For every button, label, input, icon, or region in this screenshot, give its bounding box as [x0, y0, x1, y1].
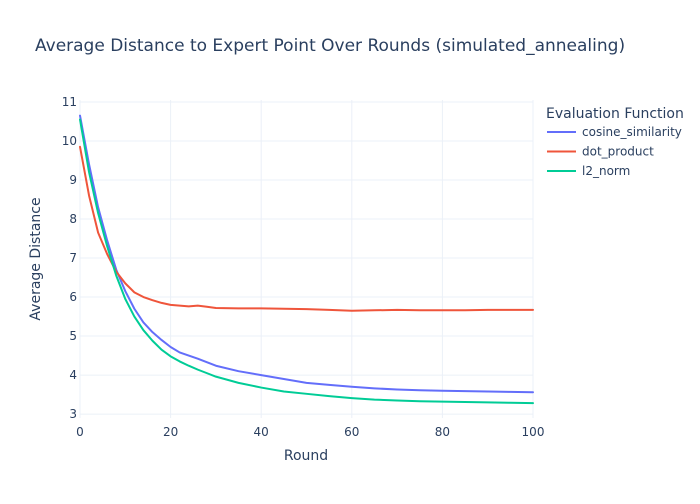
series-lines [79, 114, 534, 405]
y-tick-label: 11 [62, 95, 77, 109]
legend-title: Evaluation Function [546, 106, 684, 122]
y-tick-label: 9 [69, 173, 77, 187]
y-tick-label: 6 [69, 290, 77, 304]
legend-label: cosine_similarity [582, 125, 682, 139]
series-line-l2-norm[interactable] [79, 118, 534, 405]
legend[interactable]: Evaluation Function cosine_similaritydot… [546, 106, 684, 178]
y-tick-label: 10 [62, 134, 77, 148]
x-axis-title: Round [284, 448, 328, 464]
y-tick-label: 7 [69, 251, 77, 265]
x-tick-label: 80 [435, 425, 450, 439]
legend-label: dot_product [582, 145, 654, 159]
y-tick-label: 3 [69, 407, 77, 421]
y-axis-title: Average Distance [28, 197, 44, 320]
x-tick-label: 0 [76, 425, 84, 439]
legend-item-cosine-similarity[interactable]: cosine_similarity [547, 125, 682, 139]
series-line-dot-product[interactable] [79, 145, 534, 312]
legend-label: l2_norm [582, 164, 630, 178]
chart-title: Average Distance to Expert Point Over Ro… [35, 36, 625, 56]
y-tick-label: 5 [69, 329, 77, 343]
x-tick-label: 100 [522, 425, 545, 439]
y-tick-label: 4 [69, 368, 77, 382]
axes: 0 20 40 60 80 100 3 4 5 6 7 8 9 10 11 [62, 95, 545, 439]
legend-item-l2-norm[interactable]: l2_norm [547, 164, 630, 178]
x-tick-label: 60 [344, 425, 359, 439]
series-line-cosine-similarity[interactable] [79, 114, 534, 394]
x-tick-label: 20 [163, 425, 178, 439]
y-tick-label: 8 [69, 212, 77, 226]
x-tick-label: 40 [254, 425, 269, 439]
legend-item-dot-product[interactable]: dot_product [547, 145, 654, 159]
